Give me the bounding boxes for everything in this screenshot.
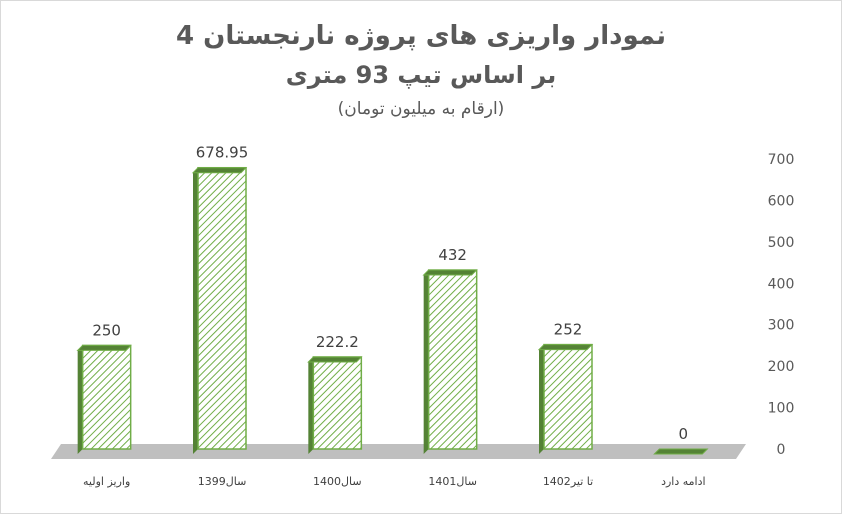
bar-top <box>191 167 248 174</box>
bar-side <box>77 345 83 454</box>
y-tick-label: 400 <box>768 276 795 292</box>
bar-side <box>423 270 429 454</box>
floor <box>51 444 746 459</box>
y-tick-label: 200 <box>768 359 795 375</box>
bar-top <box>307 356 363 363</box>
x-tick-label: سال1401 <box>428 475 477 488</box>
bar-side <box>539 344 544 454</box>
chart-title: نمودار واریزی های پروژه نارنجستان 4 <box>176 21 666 51</box>
data-label: 222.2 <box>316 333 359 351</box>
x-tick-label: سال1399 <box>198 475 247 488</box>
y-tick-label: 0 <box>777 442 786 458</box>
chart-subtitle: بر اساس تیپ 93 متری <box>285 61 557 89</box>
x-tick-label: ادامه دارد <box>661 475 705 488</box>
data-label: 250 <box>92 321 121 339</box>
bar-side <box>308 356 314 454</box>
bar <box>312 356 363 450</box>
data-label: 0 <box>679 425 689 443</box>
data-label: 678.95 <box>196 144 249 162</box>
y-tick-label: 100 <box>768 401 795 417</box>
data-label: 252 <box>554 321 583 339</box>
x-tick-label: تا تیر1402 <box>543 475 593 488</box>
chart-note: (ارقام به میلیون تومان) <box>337 99 505 119</box>
bar <box>81 344 132 450</box>
bar-top <box>76 344 132 351</box>
bar <box>427 269 478 450</box>
y-tick-label: 500 <box>768 235 795 251</box>
bar-top <box>653 448 709 455</box>
bar <box>543 343 593 450</box>
bar-top <box>537 344 594 351</box>
y-tick-label: 700 <box>768 152 795 168</box>
bar-top <box>422 269 478 276</box>
y-tick-label: 300 <box>768 318 795 334</box>
bar <box>197 166 247 450</box>
x-tick-label: واریز اولیه <box>83 475 130 488</box>
data-label: 432 <box>438 246 467 264</box>
x-tick-label: سال1400 <box>313 475 362 488</box>
y-tick-label: 600 <box>768 193 795 209</box>
bar-side <box>193 167 198 455</box>
